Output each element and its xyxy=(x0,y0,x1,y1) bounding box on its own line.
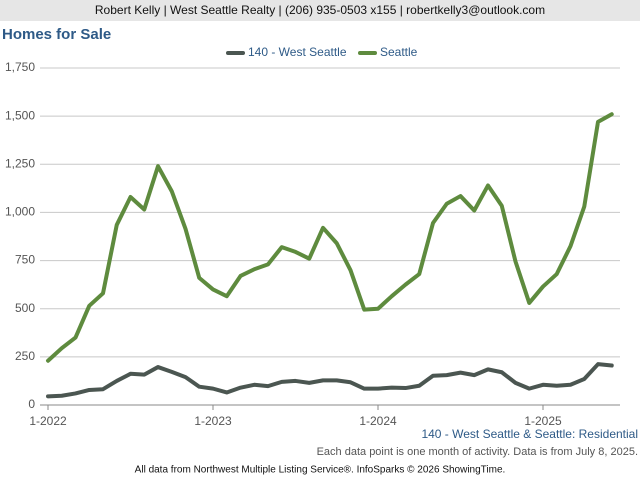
y-tick-label: 0 xyxy=(28,397,35,411)
legend-label: Seattle xyxy=(380,45,418,59)
x-tick-label: 1-2022 xyxy=(29,414,67,428)
source: All data from Northwest Multiple Listing… xyxy=(135,465,506,476)
y-tick-label: 250 xyxy=(15,349,35,363)
x-tick-label: 1-2024 xyxy=(359,414,397,428)
caption: 140 - West Seattle & Seattle: Residentia… xyxy=(421,427,638,441)
chart-title: Homes for Sale xyxy=(2,26,111,43)
y-tick-label: 750 xyxy=(15,253,35,267)
header-bar xyxy=(0,0,640,21)
series-line xyxy=(46,362,614,399)
y-tick-label: 1,750 xyxy=(5,60,35,74)
y-tick-label: 500 xyxy=(15,301,35,315)
legend-label: 140 - West Seattle xyxy=(248,45,347,59)
y-tick-label: 1,000 xyxy=(5,205,35,219)
series-line xyxy=(46,112,614,363)
x-tick-label: 1-2025 xyxy=(524,414,562,428)
note: Each data point is one month of activity… xyxy=(317,446,638,458)
x-tick-label: 1-2023 xyxy=(194,414,232,428)
y-tick-label: 1,500 xyxy=(5,108,35,122)
header-text: Robert Kelly | West Seattle Realty | (20… xyxy=(95,3,545,17)
y-tick-label: 1,250 xyxy=(5,156,35,170)
